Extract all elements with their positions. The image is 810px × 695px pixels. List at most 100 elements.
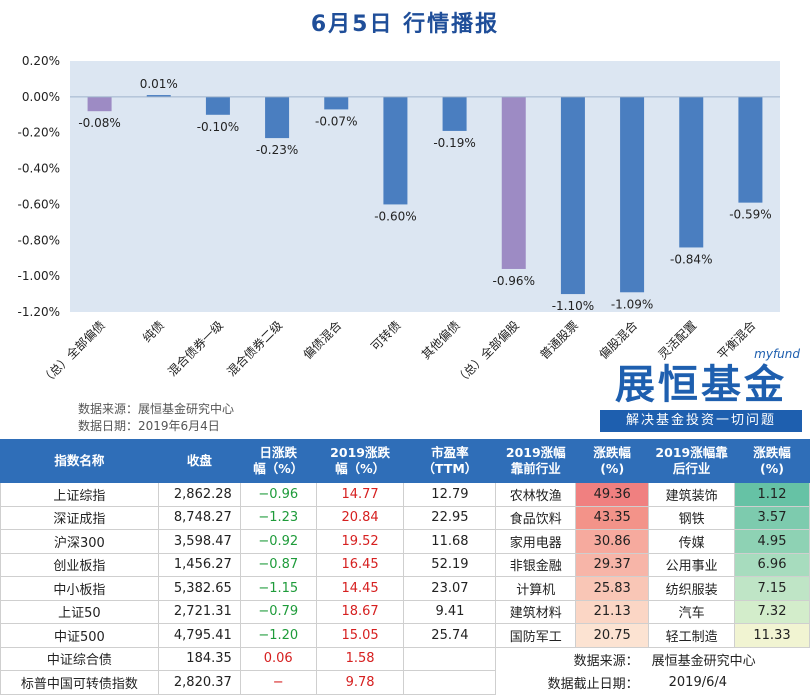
index-pe: 9.41 [403,599,497,624]
index-pe: 22.95 [403,505,497,530]
index-pe-empty [403,670,497,695]
lag-sector-name: 钢铁 [648,505,736,530]
y-tick-label: -1.00% [18,269,60,283]
index-pe: 12.79 [403,482,497,507]
index-day-change: −0.87 [239,552,317,577]
index-ytd-change: 16.45 [315,552,405,577]
lag-sector-name: 传媒 [648,529,736,554]
lead-sector-pct: 25.83 [575,576,650,601]
index-day-change: −1.15 [239,576,317,601]
bar [324,96,349,110]
lead-sector-name: 非银金融 [495,552,577,577]
index-day-change: −1.20 [239,623,317,648]
index-name: 沪深300 [0,529,159,554]
plot-area [70,61,780,312]
x-tick-label: 纯债 [140,318,167,345]
data-label: -1.10% [552,299,594,313]
data-label: -0.84% [670,252,712,266]
index-close: 5,382.65 [157,576,241,601]
table-row: 创业板指 1,456.27 −0.87 16.45 52.19 非银金融 29.37 公用事业… [0,552,810,577]
table-row: 中证综合债 184.35 0.06 1.58 数据来源： 展恒基金研究中心 [0,646,810,671]
index-close: 184.35 [157,646,241,671]
index-ytd-change: 20.84 [315,505,405,530]
logo-slogan: 解决基金投资一切问题 [600,410,802,432]
table-header-row: 指数名称 收盘 日涨跌 幅（%） 2019涨跌 幅（%） 市盈率 （TTM） 2… [0,439,810,483]
x-tick-label: 混合债券一级 [165,318,227,380]
index-close: 1,456.27 [157,552,241,577]
index-pe-empty [403,646,497,671]
lag-sector-pct: 3.57 [734,505,810,530]
bar [383,96,408,205]
index-pe: 23.07 [403,576,497,601]
index-day-change: − [239,670,317,695]
bar [87,96,112,112]
bar [620,96,645,293]
y-tick-label: 0.00% [22,90,60,104]
index-ytd-change: 19.52 [315,529,405,554]
index-close: 2,820.37 [157,670,241,695]
index-name: 标普中国可转债指数 [0,670,159,695]
index-day-change: 0.06 [239,646,317,671]
index-ytd-change: 14.45 [315,576,405,601]
lag-sector-name: 轻工制造 [648,623,736,648]
data-label: -0.19% [433,136,475,150]
note-date-value: 2019/6/4 [668,674,728,690]
index-close: 2,862.28 [157,482,241,507]
header-lag-pct: 涨跌幅 (%) [734,439,810,483]
lag-sector-name: 汽车 [648,599,736,624]
data-label: -0.08% [78,116,120,130]
bar [442,96,467,131]
index-day-change: −1.23 [239,505,317,530]
lag-sector-pct: 4.95 [734,529,810,554]
index-ytd-change: 18.67 [315,599,405,624]
index-ytd-change: 15.05 [315,623,405,648]
lag-sector-name: 公用事业 [648,552,736,577]
index-name: 中证综合债 [0,646,159,671]
index-day-change: −0.96 [239,482,317,507]
index-name: 中小板指 [0,576,159,601]
lag-sector-pct: 7.15 [734,576,810,601]
lead-sector-name: 农林牧渔 [495,482,577,507]
header-name: 指数名称 [0,439,159,483]
table-row: 沪深300 3,598.47 −0.92 19.52 11.68 家用电器 30.86 传媒 4… [0,529,810,554]
index-pe: 11.68 [403,529,497,554]
header-lead: 2019涨幅 靠前行业 [495,439,577,483]
logo-main-text: 展恒基金 [615,361,787,408]
lag-sector-pct: 6.96 [734,552,810,577]
lead-sector-name: 计算机 [495,576,577,601]
index-close: 2,721.31 [157,599,241,624]
x-tick-label: 可转债 [367,318,403,354]
data-label: 0.01% [140,77,178,91]
table-row: 上证50 2,721.31 −0.79 18.67 9.41 建筑材料 21.13 汽车 7.3… [0,599,810,624]
table-row: 中小板指 5,382.65 −1.15 14.45 23.07 计算机 25.83 纺织服装 7… [0,576,810,601]
lag-sector-pct: 1.12 [734,482,810,507]
y-tick-label: -0.40% [18,162,60,176]
table-row: 深证成指 8,748.27 −1.23 20.84 22.95 食品饮料 43.35 钢铁 3.… [0,505,810,530]
bar [501,96,526,269]
index-ytd-change: 9.78 [315,670,405,695]
lead-sector-pct: 49.36 [575,482,650,507]
lead-sector-name: 家用电器 [495,529,577,554]
bar [560,96,585,295]
index-name: 上证50 [0,599,159,624]
x-tick-label: 偏债混合 [300,318,345,363]
index-pe: 52.19 [403,552,497,577]
note-source-value: 展恒基金研究中心 [651,653,756,669]
note-source-label: 数据来源： [573,653,639,669]
header-day: 日涨跌 幅（%） [239,439,317,483]
lag-sector-name: 纺织服装 [648,576,736,601]
index-ytd-change: 1.58 [315,646,405,671]
lead-sector-name: 国防军工 [495,623,577,648]
index-close: 8,748.27 [157,505,241,530]
lead-sector-name: 食品饮料 [495,505,577,530]
note-date-label: 数据截止日期： [547,676,639,692]
lead-sector-pct: 20.75 [575,623,650,648]
index-name: 创业板指 [0,552,159,577]
y-tick-label: -0.80% [18,233,60,247]
market-table: 指数名称 收盘 日涨跌 幅（%） 2019涨跌 幅（%） 市盈率 （TTM） 2… [0,439,810,695]
index-name: 中证500 [0,623,159,648]
data-label: -0.96% [493,274,535,288]
table-row: 上证综指 2,862.28 −0.96 14.77 12.79 农林牧渔 49.36 建筑装饰… [0,482,810,507]
x-tick-label: 混合债券二级 [224,318,286,380]
x-tick-label: 普通股票 [537,318,581,362]
